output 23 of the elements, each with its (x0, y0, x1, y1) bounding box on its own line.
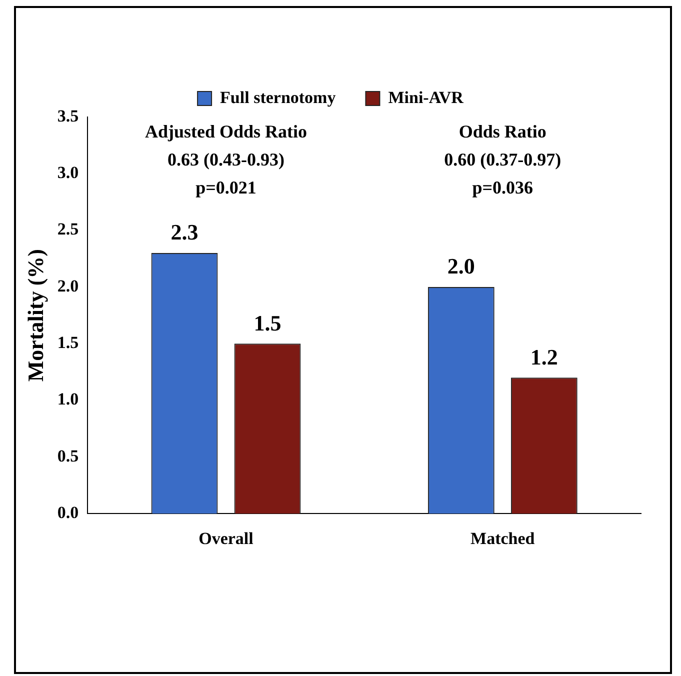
y-tick-label: 3.5 (57, 106, 79, 126)
y-tick-label: 2.0 (57, 276, 79, 296)
y-tick-label: 0.0 (57, 502, 79, 522)
y-tick-label: 1.5 (57, 333, 79, 352)
data-label: 2.3 (170, 220, 198, 245)
annotation: p=0.021 (196, 178, 256, 198)
annotation: 0.60 (0.37-0.97) (444, 150, 562, 170)
legend-label: Full sternotomy (220, 88, 336, 107)
x-tick-label: Overall (198, 529, 254, 548)
data-label: 2.0 (447, 254, 475, 279)
data-label: 1.2 (530, 344, 558, 370)
y-axis-title: Mortality (%) (22, 249, 48, 382)
annotation: Odds Ratio (458, 122, 546, 142)
x-tick-label: Matched (470, 529, 536, 548)
annotation: Adjusted Odds Ratio (144, 122, 308, 142)
legend-label: Mini-AVR (388, 88, 464, 107)
data-label: 1.5 (254, 310, 282, 336)
y-tick-label: 1.0 (57, 390, 79, 409)
y-tick-label: 2.5 (57, 220, 79, 239)
annotation: 0.63 (0.43-0.93) (167, 150, 284, 170)
y-tick-label: 0.5 (57, 446, 79, 466)
annotation: p=0.036 (472, 178, 534, 198)
y-tick-label: 3.0 (57, 163, 79, 182)
